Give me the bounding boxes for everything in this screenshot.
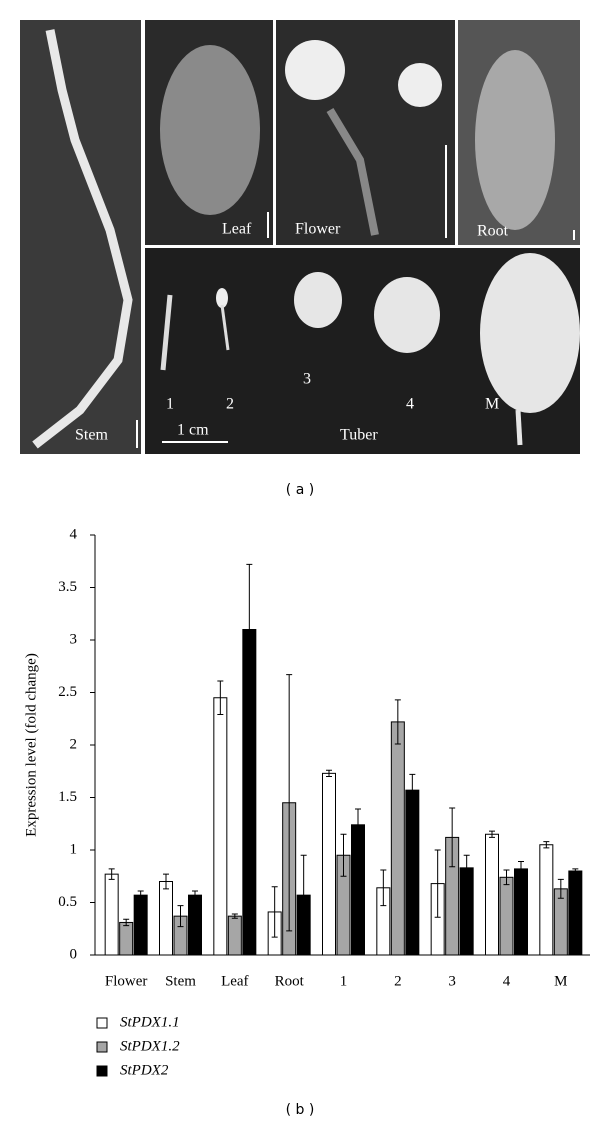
legend-label: StPDX1.2 [120, 1038, 180, 1054]
error-bar [557, 878, 564, 899]
error-bar [231, 913, 238, 919]
photo-label: Flower [295, 221, 341, 238]
root-image [475, 50, 555, 230]
bar [133, 894, 148, 956]
bar [119, 921, 134, 956]
error-bar [394, 699, 401, 745]
tuber-image [216, 288, 228, 308]
error-bar [434, 849, 441, 918]
tuber-image [160, 294, 173, 371]
photo-label: Stem [75, 427, 108, 444]
tuber-image [480, 253, 580, 413]
flower-image [398, 63, 442, 107]
y-tick-label: 3 [70, 631, 78, 647]
y-tick-label: 1 [70, 841, 78, 857]
stage-label: 2 [226, 396, 234, 413]
legend-swatch [96, 1017, 108, 1029]
bar [104, 873, 119, 956]
stem-photo [20, 20, 141, 454]
bar [499, 876, 514, 956]
error-bar [340, 833, 347, 877]
legend-swatch [96, 1065, 108, 1077]
x-tick-label: Root [275, 973, 305, 989]
error-bar [326, 769, 332, 777]
y-tick-label: 0.5 [58, 894, 77, 910]
x-tick-label: Stem [165, 973, 196, 989]
error-bar [271, 886, 278, 938]
legend-label: StPDX1.1 [120, 1014, 180, 1030]
bar [351, 824, 365, 956]
panel-caption: ( b ) [286, 1102, 315, 1118]
error-bar [300, 854, 307, 936]
tuber-image [220, 304, 230, 351]
error-bar [192, 890, 198, 900]
bar [485, 833, 499, 956]
stage-label: 3 [303, 371, 311, 388]
flower-stem [326, 107, 379, 236]
y-tick-label: 2.5 [58, 684, 77, 700]
bar [159, 881, 173, 956]
bar [390, 721, 405, 956]
error-bar [503, 869, 510, 886]
x-tick-label: 2 [394, 973, 402, 989]
error-bar [409, 773, 416, 807]
x-tick-label: M [554, 973, 567, 989]
error-bar [463, 854, 470, 881]
y-tick-label: 0 [70, 946, 78, 962]
error-bar [163, 873, 169, 890]
error-bar [489, 830, 495, 838]
photo-label: 1 cm [177, 422, 209, 439]
photo-label: Leaf [222, 221, 252, 238]
leaf-image [160, 45, 260, 215]
photo-panel: Stem Leaf Flower Root Tuber 1 cm 1 2 3 4… [20, 20, 580, 498]
x-tick-label: Flower [105, 973, 148, 989]
bar [322, 772, 336, 956]
stem-image [32, 29, 133, 449]
bar [568, 870, 583, 956]
bar [213, 697, 228, 956]
error-bar [286, 674, 293, 932]
error-bar [518, 861, 524, 877]
bar [227, 915, 242, 956]
bar [539, 844, 554, 956]
x-tick-label: 4 [503, 973, 511, 989]
error-bar [108, 868, 115, 880]
x-tick-label: 1 [340, 973, 348, 989]
error-bar [137, 890, 144, 900]
stage-label: 4 [406, 396, 414, 413]
tuber-image [374, 277, 440, 353]
y-tick-label: 1.5 [58, 789, 77, 805]
y-tick-label: 4 [70, 526, 78, 542]
error-bar [355, 808, 361, 842]
error-bar [217, 680, 224, 716]
error-bar [246, 563, 253, 696]
bar [514, 868, 528, 956]
tuber-image [294, 272, 342, 328]
error-bar [543, 841, 550, 849]
error-bar [449, 807, 456, 868]
error-bar [572, 868, 579, 874]
y-tick-label: 2 [70, 736, 78, 752]
y-tick-label: 3.5 [58, 579, 77, 595]
tuber-image [515, 409, 523, 446]
legend-swatch [96, 1041, 108, 1053]
stage-label: M [485, 396, 499, 413]
photo-label: Root [477, 223, 509, 240]
stage-label: 1 [166, 396, 174, 413]
error-bar [177, 905, 184, 928]
legend-label: StPDX2 [120, 1062, 169, 1078]
panel-caption: ( a ) [286, 482, 314, 498]
photo-label: Tuber [340, 427, 378, 444]
error-bar [123, 918, 130, 927]
bar [405, 789, 420, 956]
error-bar [380, 869, 387, 907]
flower-image [285, 40, 345, 100]
bar [188, 894, 202, 956]
y-axis-label: Expression level (fold change) [23, 653, 39, 837]
x-tick-label: Leaf [221, 973, 248, 989]
x-tick-label: 3 [448, 973, 456, 989]
